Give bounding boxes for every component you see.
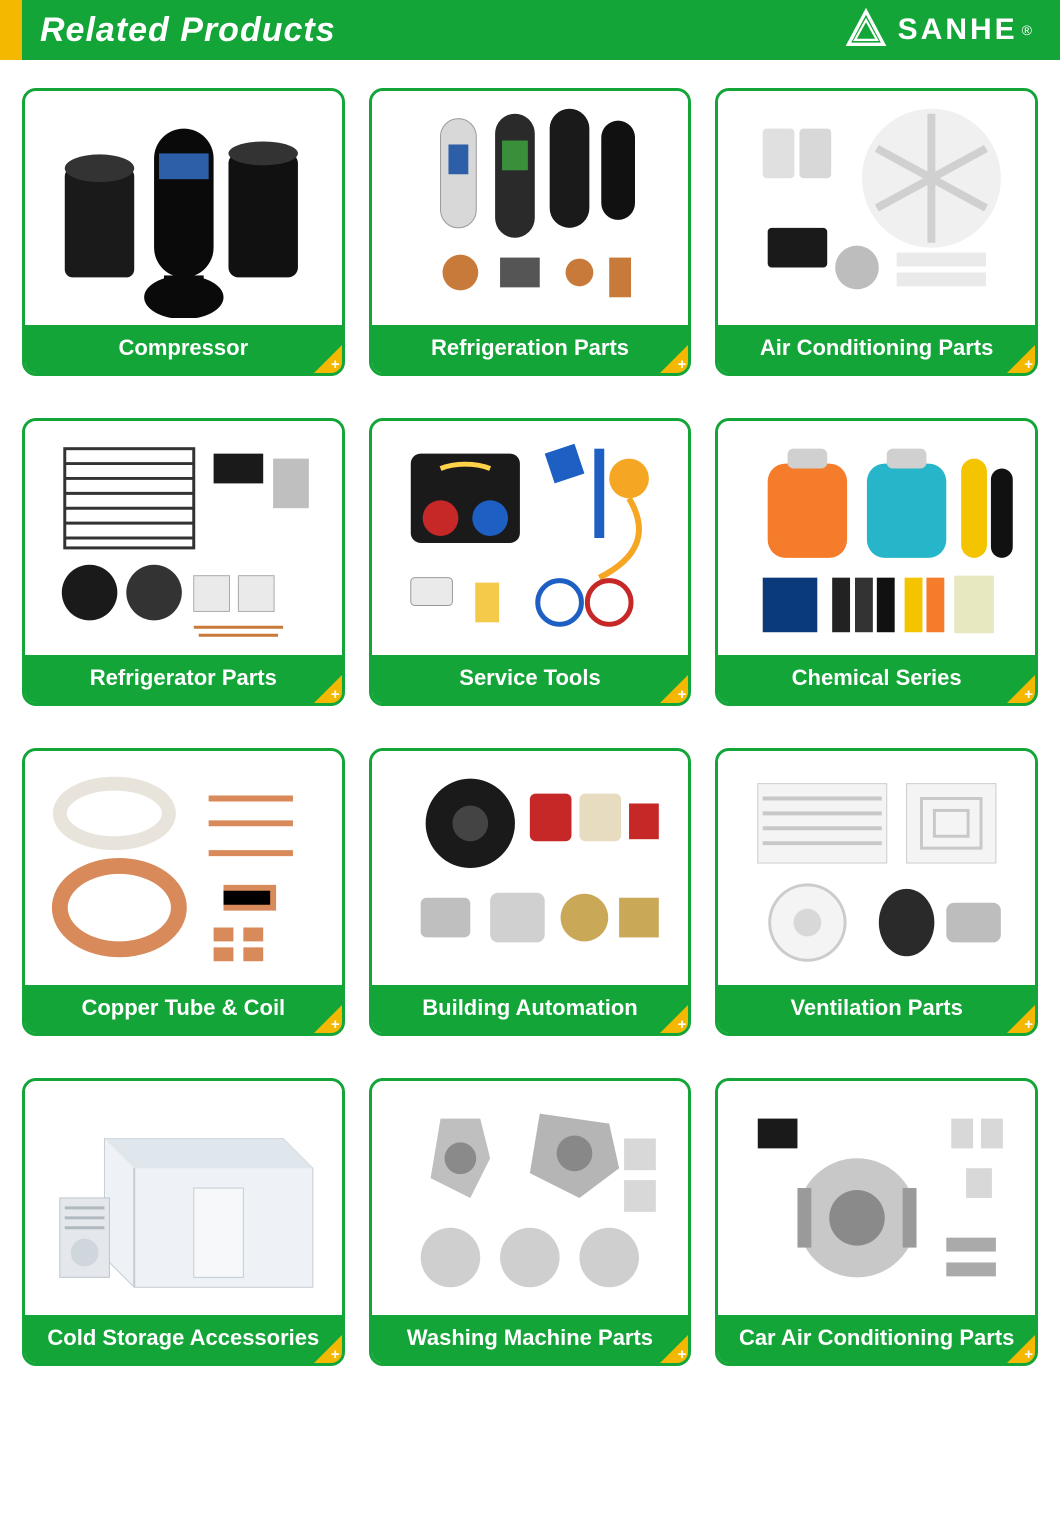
- category-image: [372, 91, 689, 325]
- header-accent-bar: [0, 0, 22, 60]
- category-label: Car Air Conditioning Parts: [718, 1315, 1035, 1363]
- category-card-ac-parts[interactable]: Air Conditioning Parts: [715, 88, 1038, 376]
- category-card-automation[interactable]: Building Automation: [369, 748, 692, 1036]
- category-label: Refrigerator Parts: [25, 655, 342, 703]
- expand-corner-icon: [1007, 345, 1035, 373]
- category-label: Service Tools: [372, 655, 689, 703]
- category-card-service-tools[interactable]: Service Tools: [369, 418, 692, 706]
- brand: SANHE ®: [844, 8, 1032, 52]
- category-card-refrigeration[interactable]: Refrigeration Parts: [369, 88, 692, 376]
- category-card-fridge-parts[interactable]: Refrigerator Parts: [22, 418, 345, 706]
- category-card-ventilation[interactable]: Ventilation Parts: [715, 748, 1038, 1036]
- category-label: Air Conditioning Parts: [718, 325, 1035, 373]
- category-image: [718, 1081, 1035, 1315]
- category-card-car-ac[interactable]: Car Air Conditioning Parts: [715, 1078, 1038, 1366]
- registered-mark: ®: [1022, 22, 1032, 38]
- category-label: Copper Tube & Coil: [25, 985, 342, 1033]
- product-grid: Compressor Refrigeration Parts: [0, 60, 1060, 1394]
- expand-corner-icon: [314, 1335, 342, 1363]
- category-label: Compressor: [25, 325, 342, 373]
- expand-corner-icon: [1007, 1005, 1035, 1033]
- page-header: Related Products SANHE ®: [0, 0, 1060, 60]
- category-image: [718, 91, 1035, 325]
- expand-corner-icon: [660, 1005, 688, 1033]
- category-image: [25, 1081, 342, 1315]
- category-card-chemicals[interactable]: Chemical Series: [715, 418, 1038, 706]
- category-label: Refrigeration Parts: [372, 325, 689, 373]
- page-title: Related Products: [40, 11, 336, 50]
- category-image: [372, 421, 689, 655]
- category-card-compressor[interactable]: Compressor: [22, 88, 345, 376]
- category-label: Building Automation: [372, 985, 689, 1033]
- category-image: [372, 751, 689, 985]
- category-image: [25, 91, 342, 325]
- brand-logo-icon: [844, 8, 888, 52]
- category-card-cold-storage[interactable]: Cold Storage Accessories: [22, 1078, 345, 1366]
- category-label: Ventilation Parts: [718, 985, 1035, 1033]
- category-card-copper[interactable]: Copper Tube & Coil: [22, 748, 345, 1036]
- category-card-washing[interactable]: Washing Machine Parts: [369, 1078, 692, 1366]
- category-image: [718, 421, 1035, 655]
- category-image: [25, 421, 342, 655]
- category-label: Cold Storage Accessories: [25, 1315, 342, 1363]
- category-image: [718, 751, 1035, 985]
- expand-corner-icon: [660, 675, 688, 703]
- expand-corner-icon: [1007, 1335, 1035, 1363]
- expand-corner-icon: [314, 675, 342, 703]
- expand-corner-icon: [1007, 675, 1035, 703]
- expand-corner-icon: [660, 345, 688, 373]
- expand-corner-icon: [314, 1005, 342, 1033]
- category-label: Chemical Series: [718, 655, 1035, 703]
- category-label: Washing Machine Parts: [372, 1315, 689, 1363]
- category-image: [372, 1081, 689, 1315]
- expand-corner-icon: [660, 1335, 688, 1363]
- expand-corner-icon: [314, 345, 342, 373]
- category-image: [25, 751, 342, 985]
- brand-name: SANHE: [898, 13, 1018, 47]
